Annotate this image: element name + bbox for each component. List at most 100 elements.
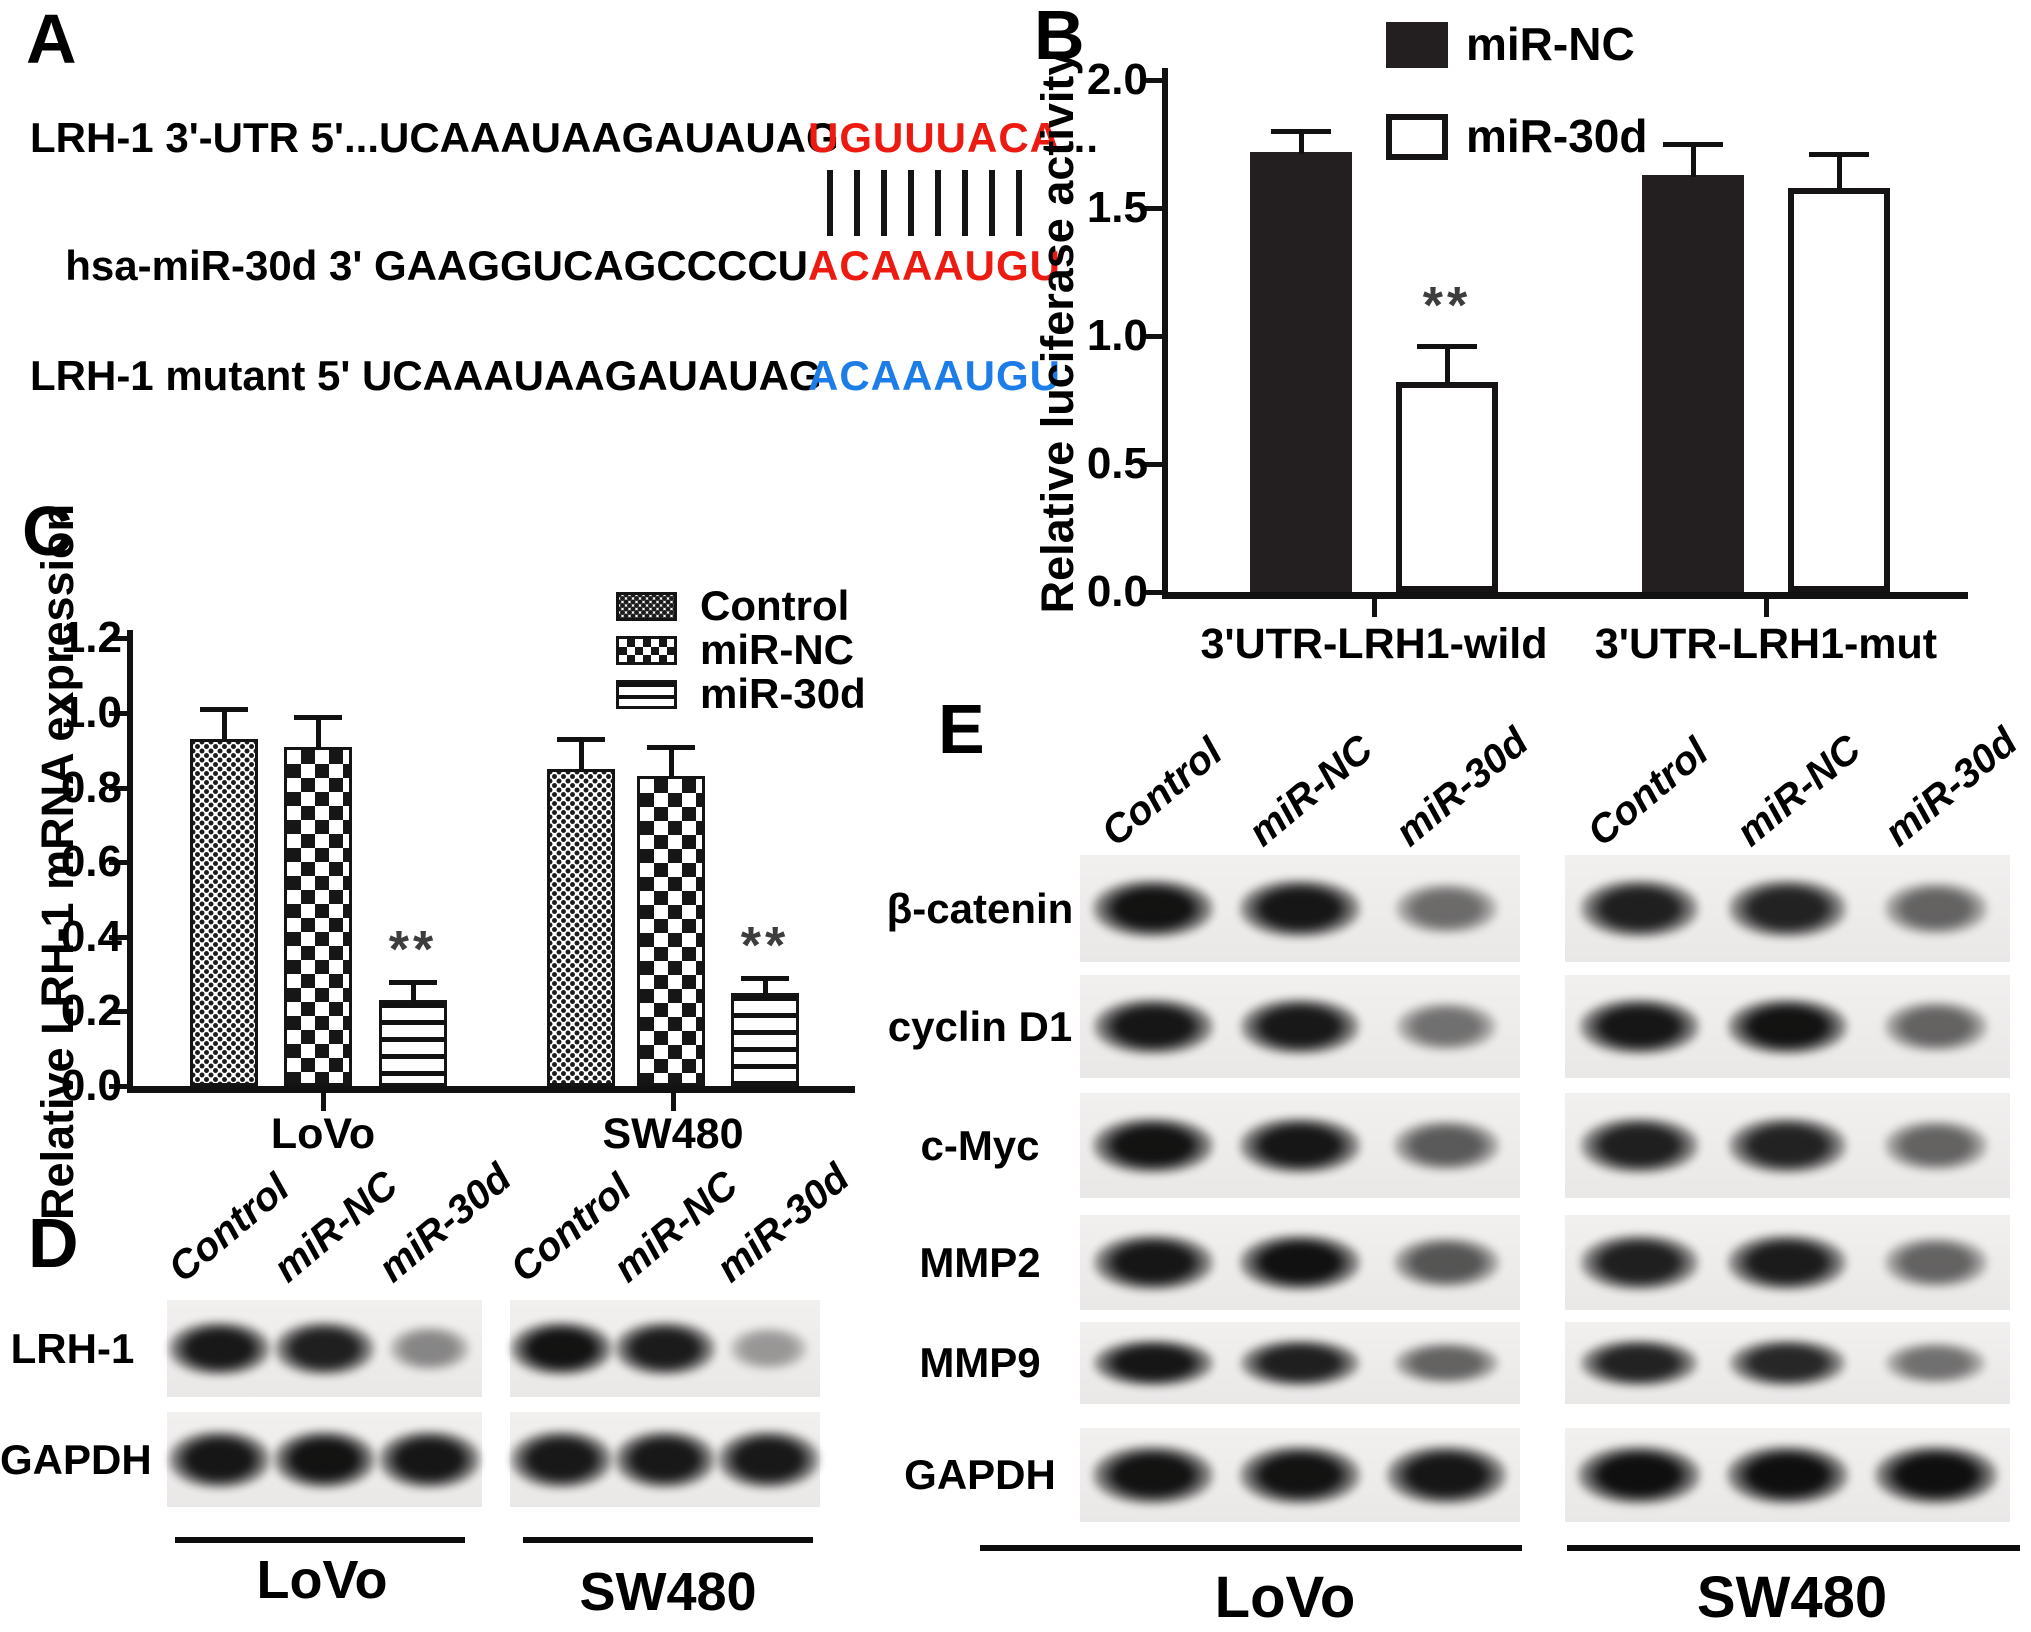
error-bar-cap [647,744,695,750]
error-bar-stem [1690,144,1696,177]
group-underline [1567,1545,2020,1551]
sequence-mutant-black: LRH-1 mutant 5' UCAAAUAAGAUAUAG [30,352,822,399]
bar-miR-30d-3'UTR-LRH1-wild [1396,382,1498,592]
blot-band [1238,1233,1362,1292]
panel-d-label: D [28,1204,79,1282]
blot-band [1728,1339,1847,1387]
error-bar-stem [762,977,768,995]
bar-miR-30d-LoVo [379,1000,447,1086]
legend-label-miR-NC: miR-NC [1466,18,1635,70]
blot-band [613,1429,717,1490]
x-tick [1371,599,1377,617]
blot-band [1092,1338,1214,1388]
blot-band [717,1429,820,1490]
group-label-LoVo: LoVo [1214,1565,1356,1630]
y-tick [1144,334,1162,339]
pairing-bar [827,170,833,236]
group-label-SW480: SW480 [1696,1565,1888,1630]
blot-band [1579,1339,1699,1387]
error-bar-cap [389,979,437,985]
error-bar-cap [1271,129,1331,135]
lane-header-miR-30d: miR-30d [1387,719,1537,855]
y-tick [109,934,127,940]
blot-row-label-β-catenin: β-catenin [886,884,1074,932]
blot-band [1386,1445,1508,1505]
blot-band [388,1325,471,1372]
bar-miR-NC-3'UTR-LRH1-wild [1250,151,1352,592]
blot-band [1873,1444,1998,1506]
blot-band [1395,882,1498,935]
error-bar-cap [741,975,789,981]
blot-row-label-GAPDH: GAPDH [0,1435,152,1483]
x-category-label: 3'UTR-LRH1-mut [1594,620,1938,668]
bar-miR-NC-LoVo [284,746,352,1086]
sequence-mir30d-colored: ACAAAUGU [808,240,1061,292]
panel-b-label: B [1034,0,1085,74]
group-underline [523,1537,813,1543]
x-tick [670,1093,676,1111]
blot-band [510,1429,613,1490]
x-axis-line [127,1086,855,1093]
y-axis-line [1162,68,1168,599]
y-tick [109,711,127,716]
bar-Control-LoVo [190,739,258,1086]
error-bar-stem [668,746,674,779]
lane-header-miR-30d: miR-30d [708,1155,858,1291]
sequence-wild-highlight: UGUUUACA [808,114,1061,161]
y-tick-label: 0.0 [1086,567,1148,616]
error-bar-cap [1809,152,1869,158]
y-tick-label: 0.8 [60,762,122,812]
blot-band [1885,1342,1987,1384]
blot-row-label-cyclin D1: cyclin D1 [887,1002,1073,1050]
y-tick [1144,590,1162,595]
sequence-line-mutant: LRH-1 mutant 5' UCAAAUAAGAUAUAG ACAAAUGU [30,350,1110,410]
x-axis-line [1162,592,1968,599]
sequence-mir30d-black: hsa-miR-30d 3' GAAGGUCAGCCCCU [65,242,808,289]
blot-band [729,1326,808,1371]
y-tick [109,1009,127,1015]
panel-c-label: C [22,492,73,570]
group-underline [175,1537,465,1543]
error-bar-cap [1417,344,1477,350]
blot-row-label-GAPDH: GAPDH [904,1451,1056,1498]
x-category-label: SW480 [602,1110,744,1158]
y-tick [1144,78,1162,83]
sequence-wild-black: LRH-1 3'-UTR 5'...UCAAAUAAGAUAUAG [30,114,839,161]
error-bar-stem [1836,154,1842,190]
lane-header-miR-30d: miR-30d [1876,719,2026,855]
y-tick-label: 0.0 [60,1061,122,1110]
blot-band [1092,1445,1215,1505]
lane-header-Control: Control [1093,729,1231,855]
blot-band [168,1321,271,1376]
blot-band [1883,882,1989,935]
blot-band [1726,997,1849,1056]
bar-miR-NC-3'UTR-LRH1-mut [1642,174,1744,592]
error-bar-cap [200,707,248,713]
bar-miR-30d-3'UTR-LRH1-mut [1788,187,1890,592]
pairing-bar [935,170,941,236]
legend-label-miR-30d: miR-30d [1466,110,1648,162]
blot-band [1393,1119,1500,1171]
significance-marker: ** [1422,277,1472,336]
blot-band [1727,1234,1848,1291]
x-tick [320,1093,326,1111]
blot-band [273,1321,375,1376]
legend-label-miR-NC: miR-NC [700,625,854,673]
legend-swatch-miR-30d [616,680,677,709]
significance-marker: ** [388,920,438,979]
blot-band [1240,1338,1360,1387]
pairing-bar [908,170,914,236]
x-category-label: 3'UTR-LRH1-wild [1200,620,1548,668]
blot-band [168,1429,271,1490]
blot-band [1092,1116,1215,1175]
pairing-bar [989,170,995,236]
blot-band [1883,1237,1989,1288]
base-pairing-lines [827,170,1047,236]
panel-e-label: E [938,690,985,768]
error-bar-stem [578,739,584,771]
error-bar-stem [315,716,321,749]
legend-swatch-miR-NC [616,636,677,665]
blot-band [1394,1341,1499,1385]
y-tick [109,785,127,791]
